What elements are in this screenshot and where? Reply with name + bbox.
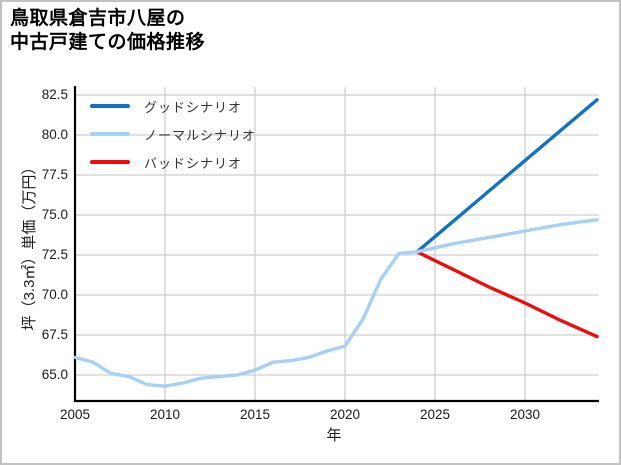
- y-tick-label: 77.5: [41, 167, 68, 182]
- y-tick-label: 72.5: [41, 247, 68, 262]
- legend-item-normal-scenario: ノーマルシナリオ: [90, 120, 256, 148]
- x-tick-label: 2010: [149, 407, 181, 422]
- y-tick-label: 70.0: [41, 287, 68, 302]
- page-title: 鳥取県倉吉市八屋の 中古戸建ての価格推移: [10, 7, 205, 55]
- y-tick-label: 80.0: [41, 127, 68, 142]
- x-tick-label: 2030: [509, 407, 541, 422]
- page-title-line2: 中古戸建ての価格推移: [10, 32, 206, 53]
- x-tick-label: 2005: [59, 407, 91, 422]
- legend-item-good-scenario: グッドシナリオ: [90, 92, 256, 120]
- x-tick-label: 2025: [419, 407, 451, 422]
- normal-scenario-line: [73, 218, 599, 388]
- legend-label-good: グッドシナリオ: [144, 99, 243, 115]
- y-axis-label: 坪（3.3㎡）単価（万円）: [21, 159, 38, 331]
- x-axis-label: 年: [326, 427, 342, 444]
- y-tick-label: 67.5: [41, 327, 68, 342]
- legend-label-normal: ノーマルシナリオ: [144, 127, 257, 143]
- x-tick-label: 2015: [239, 407, 271, 422]
- bad-scenario-line-swatch: [90, 160, 130, 164]
- y-tick-label: 65.0: [41, 367, 68, 382]
- page-title-line1: 鳥取県倉吉市八屋の: [10, 8, 186, 29]
- chart-legend: グッドシナリオ ノーマルシナリオ バッドシナリオ: [90, 92, 256, 176]
- good-scenario-line-swatch: [90, 104, 130, 108]
- normal-scenario-line-swatch: [90, 132, 130, 136]
- legend-item-bad-scenario: バッドシナリオ: [90, 148, 256, 176]
- good-scenario-line: [415, 98, 599, 254]
- bad-scenario-line: [415, 250, 599, 339]
- y-tick-label: 75.0: [41, 207, 68, 222]
- legend-label-bad: バッドシナリオ: [144, 155, 243, 171]
- y-tick-label: 82.5: [41, 87, 68, 102]
- x-tick-label: 2020: [329, 407, 361, 422]
